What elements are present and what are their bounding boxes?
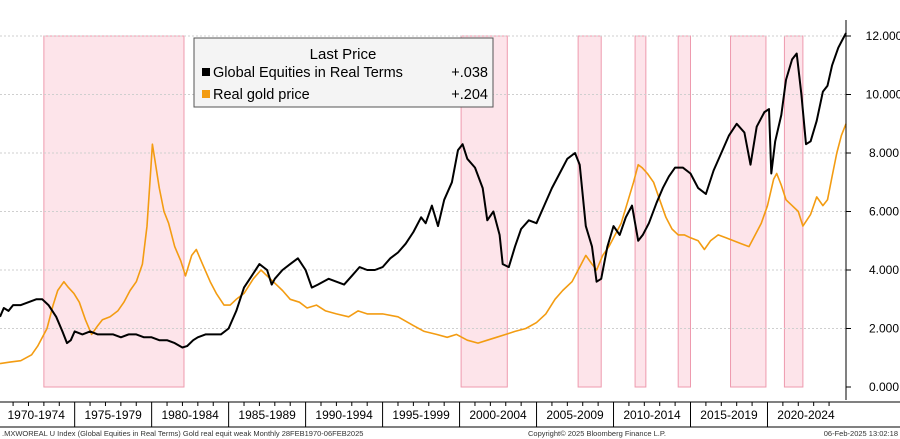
x-tick-label-4: 1990-1994 [315, 408, 373, 422]
legend-value-gold: +.204 [451, 87, 488, 103]
y-axis: 0.000 2.000 4.000 6.000 8.000 10.000 12.000 [845, 20, 900, 400]
footer: .MXWOREAL U Index (Global Equities in Re… [2, 429, 898, 438]
legend-swatch-equities [202, 68, 210, 76]
x-tick-label-7: 2005-2009 [546, 408, 604, 422]
x-tick-label-5: 1995-1999 [392, 408, 450, 422]
footer-source: .MXWOREAL U Index (Global Equities in Re… [2, 429, 363, 438]
x-tick-label-1: 1975-1979 [84, 408, 142, 422]
x-tick-label-0: 1970-1974 [7, 408, 65, 422]
series-line-global-equities-in-real-terms [0, 32, 847, 349]
legend-value-equities: +.038 [451, 65, 488, 81]
legend-swatch-gold [202, 90, 210, 98]
legend-box [193, 37, 494, 108]
series-line-real-gold-price [0, 123, 847, 365]
footer-copyright: Copyright© 2025 Bloomberg Finance L.P. [528, 429, 666, 438]
legend-label-gold: Real gold price [213, 87, 310, 103]
x-tick-label-8: 2010-2014 [623, 408, 681, 422]
x-tick-label-3: 1985-1989 [238, 408, 296, 422]
x-tick-label-2: 1980-1984 [161, 408, 219, 422]
x-tick-label-10: 2020-2024 [777, 408, 835, 422]
y-tick-label-6: 12.000 [866, 29, 900, 43]
y-tick-label-2: 4.000 [869, 263, 899, 277]
y-tick-label-5: 10.000 [866, 88, 900, 102]
series-lines [0, 32, 847, 365]
legend: Last Price Global Equities in Real Terms… [193, 37, 494, 108]
footer-timestamp: 06-Feb-2025 13:02:18 [824, 429, 898, 438]
legend-title: Last Price [310, 46, 377, 63]
x-tick-label-6: 2000-2004 [469, 408, 527, 422]
x-axis: 1970-1974 1975-1979 1980-1984 1985-1989 1990… [0, 401, 900, 428]
y-tick-label-0: 0.000 [869, 380, 899, 394]
legend-label-equities: Global Equities in Real Terms [213, 65, 403, 81]
x-tick-label-9: 2015-2019 [700, 408, 758, 422]
y-tick-label-3: 6.000 [869, 205, 899, 219]
y-tick-label-4: 8.000 [869, 146, 899, 160]
y-tick-label-1: 2.000 [869, 322, 899, 336]
